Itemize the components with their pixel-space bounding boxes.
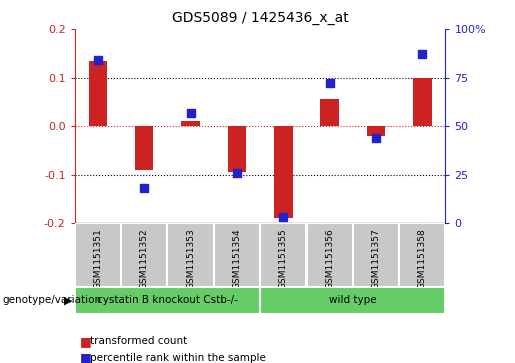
Text: GSM1151353: GSM1151353 — [186, 228, 195, 289]
Text: GSM1151355: GSM1151355 — [279, 228, 288, 289]
Bar — [167, 223, 214, 287]
Text: ■: ■ — [80, 351, 92, 363]
Text: GSM1151358: GSM1151358 — [418, 228, 427, 289]
Text: GSM1151352: GSM1151352 — [140, 228, 149, 289]
Point — [233, 170, 241, 176]
Point — [140, 185, 148, 191]
Text: GSM1151354: GSM1151354 — [232, 228, 242, 289]
Text: ■: ■ — [80, 335, 92, 348]
Bar — [135, 126, 153, 170]
Point — [186, 110, 195, 115]
Text: GSM1151351: GSM1151351 — [93, 228, 102, 289]
Text: transformed count: transformed count — [90, 336, 187, 346]
Bar — [353, 223, 399, 287]
Bar — [260, 223, 306, 287]
Bar — [75, 287, 260, 314]
Text: wild type: wild type — [329, 295, 376, 305]
Bar — [260, 287, 445, 314]
Point — [325, 81, 334, 86]
Bar — [89, 61, 107, 126]
Bar — [228, 126, 246, 172]
Text: GSM1151356: GSM1151356 — [325, 228, 334, 289]
Bar — [274, 126, 293, 219]
Bar — [413, 78, 432, 126]
Bar — [121, 223, 167, 287]
Text: cystatin B knockout Cstb-/-: cystatin B knockout Cstb-/- — [97, 295, 238, 305]
Bar — [75, 223, 121, 287]
Title: GDS5089 / 1425436_x_at: GDS5089 / 1425436_x_at — [171, 11, 349, 25]
Point — [418, 52, 426, 57]
Bar — [214, 223, 260, 287]
Bar — [367, 126, 385, 136]
Text: ▶: ▶ — [64, 295, 73, 305]
Bar — [181, 121, 200, 126]
Text: percentile rank within the sample: percentile rank within the sample — [90, 352, 266, 363]
Text: genotype/variation: genotype/variation — [3, 295, 101, 305]
Bar — [306, 223, 353, 287]
Point — [372, 135, 380, 141]
Point — [94, 57, 102, 63]
Text: GSM1151357: GSM1151357 — [371, 228, 381, 289]
Bar — [320, 99, 339, 126]
Point — [279, 215, 287, 220]
Bar — [399, 223, 445, 287]
